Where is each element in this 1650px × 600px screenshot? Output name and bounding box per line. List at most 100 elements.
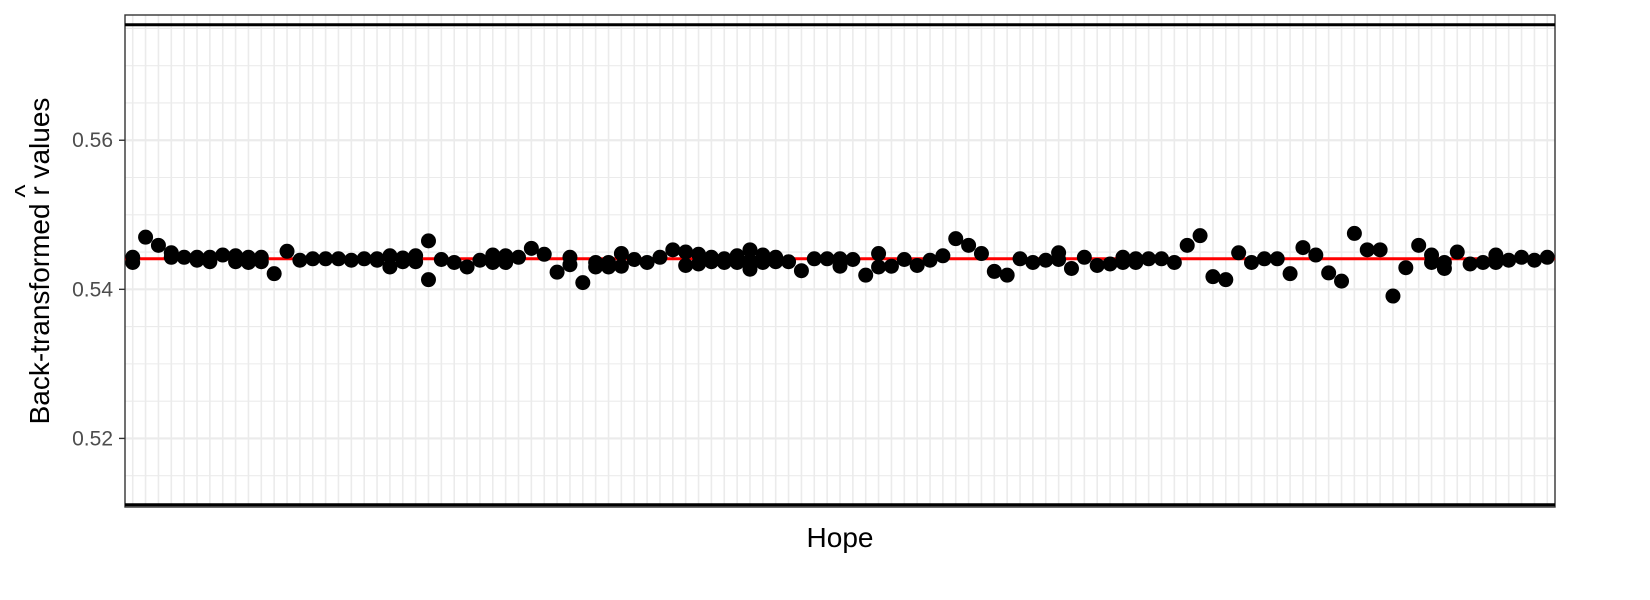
data-point — [266, 266, 282, 282]
data-point — [729, 248, 745, 264]
data-points — [125, 225, 1555, 304]
data-point — [253, 249, 269, 265]
data-point — [1269, 251, 1285, 267]
data-point — [1231, 245, 1247, 261]
data-point — [150, 237, 166, 253]
data-point — [613, 246, 629, 262]
data-point — [613, 258, 629, 274]
data-point — [986, 263, 1002, 279]
data-point — [1321, 265, 1337, 281]
data-point — [318, 251, 334, 267]
y-tick-label: 0.56 — [72, 129, 113, 152]
y-axis-title-prefix: Back-transformed — [24, 196, 55, 425]
data-point — [446, 254, 462, 270]
data-point — [459, 259, 475, 275]
data-point — [793, 263, 809, 279]
data-point — [485, 247, 501, 263]
data-point — [176, 249, 192, 265]
data-point — [1115, 249, 1131, 265]
y-tick-label: 0.54 — [72, 278, 113, 301]
data-point — [125, 249, 141, 265]
data-point — [1398, 260, 1414, 276]
data-point — [999, 267, 1015, 283]
data-point — [703, 249, 719, 265]
data-point — [369, 251, 385, 267]
data-point — [1012, 251, 1028, 267]
data-point — [1488, 247, 1504, 263]
data-point — [1179, 237, 1195, 253]
data-point — [1359, 242, 1375, 258]
data-point — [189, 249, 205, 265]
data-point — [215, 247, 231, 263]
data-point — [1089, 257, 1105, 273]
data-point — [755, 247, 771, 263]
data-point — [626, 252, 642, 268]
data-point — [871, 259, 887, 275]
data-point — [973, 246, 989, 262]
data-point — [806, 251, 822, 267]
x-axis-title: Hope — [807, 522, 874, 553]
data-point — [1385, 288, 1401, 304]
data-point — [1153, 251, 1169, 267]
data-point — [1501, 252, 1517, 268]
data-point — [343, 252, 359, 268]
data-point — [819, 251, 835, 267]
data-point — [1334, 273, 1350, 289]
y-axis-title: Back-transformed r values — [24, 98, 55, 425]
data-point — [1051, 245, 1067, 261]
data-point — [691, 246, 707, 262]
data-point — [1192, 228, 1208, 244]
data-point — [356, 251, 372, 267]
y-axis-title-symbol: r — [24, 186, 55, 195]
data-point — [511, 249, 527, 265]
data-point — [498, 248, 514, 264]
data-point — [832, 251, 848, 267]
data-point — [871, 246, 887, 262]
data-point — [575, 275, 591, 291]
data-point — [330, 251, 346, 267]
data-point — [279, 243, 295, 259]
data-point — [588, 254, 604, 270]
data-point — [1346, 225, 1362, 241]
data-point — [742, 242, 758, 258]
data-point — [1526, 252, 1542, 268]
data-point — [382, 259, 398, 275]
data-point — [639, 254, 655, 270]
data-point — [433, 252, 449, 268]
data-point — [716, 251, 732, 267]
data-point — [1205, 269, 1221, 285]
data-point — [948, 231, 964, 247]
data-point — [1102, 256, 1118, 272]
data-point — [1141, 251, 1157, 267]
data-point — [922, 252, 938, 268]
data-point — [742, 253, 758, 269]
data-point — [305, 251, 321, 267]
data-point — [1166, 254, 1182, 270]
data-point — [678, 244, 694, 260]
data-point — [858, 267, 874, 283]
data-point — [472, 252, 488, 268]
data-point — [652, 249, 668, 265]
y-axis-title-hat: ^ — [9, 184, 40, 197]
data-point — [961, 237, 977, 253]
data-point — [1063, 260, 1079, 276]
data-point — [1539, 249, 1555, 265]
data-point — [935, 248, 951, 264]
data-point — [1256, 251, 1272, 267]
data-point — [420, 272, 436, 288]
panel-border — [124, 14, 1556, 508]
data-point — [665, 242, 681, 258]
data-point — [395, 250, 411, 266]
data-point — [1076, 249, 1092, 265]
data-point — [1462, 256, 1478, 272]
data-point — [240, 249, 256, 265]
data-point — [202, 249, 218, 265]
data-point — [1514, 249, 1530, 265]
data-point — [896, 252, 912, 268]
data-point — [536, 246, 552, 262]
data-point — [562, 249, 578, 265]
data-point — [138, 229, 154, 245]
y-axis-ticks: 0.52 0.54 0.56 — [72, 129, 125, 450]
data-point — [1295, 240, 1311, 256]
data-point — [1038, 252, 1054, 268]
